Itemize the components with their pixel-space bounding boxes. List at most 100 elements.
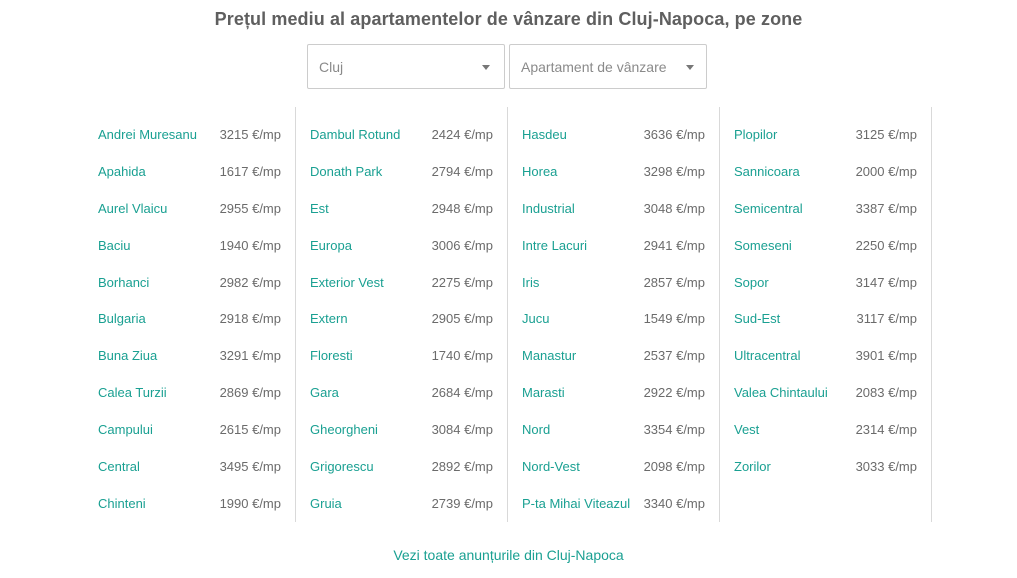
city-select[interactable]: Cluj — [307, 44, 505, 89]
zone-link[interactable]: Sannicoara — [734, 163, 800, 179]
zone-link[interactable]: Marasti — [522, 385, 565, 401]
zone-row: Horea 3298 €/mp — [522, 153, 705, 190]
zone-link[interactable]: Grigorescu — [310, 458, 374, 474]
zone-price: 3006 €/mp — [431, 237, 493, 253]
zone-price: 2794 €/mp — [431, 163, 493, 179]
zone-link[interactable]: Chinteni — [98, 495, 146, 511]
zone-row: Floresti 1740 €/mp — [310, 337, 493, 374]
zone-link[interactable]: Calea Turzii — [98, 385, 167, 401]
property-type-select-value: Apartament de vânzare — [521, 58, 667, 75]
zone-link[interactable]: Sud-Est — [734, 311, 781, 327]
zone-link[interactable]: Est — [310, 200, 329, 216]
zone-link[interactable]: Gheorgheni — [310, 422, 378, 438]
zone-row: Apahida 1617 €/mp — [98, 153, 281, 190]
zone-link[interactable]: Campului — [98, 422, 153, 438]
zone-price: 3084 €/mp — [431, 422, 493, 438]
zone-link[interactable]: Sopor — [734, 274, 769, 290]
zone-price: 2000 €/mp — [855, 163, 917, 179]
zone-price: 2892 €/mp — [431, 458, 493, 474]
zone-link[interactable]: Hasdeu — [522, 126, 567, 142]
zone-link[interactable]: Intre Lacuri — [522, 237, 588, 253]
property-type-select[interactable]: Apartament de vânzare — [509, 44, 707, 89]
zone-price: 3354 €/mp — [643, 422, 705, 438]
zone-link[interactable]: Baciu — [98, 237, 131, 253]
zone-price: 1990 €/mp — [219, 495, 281, 511]
zone-link[interactable]: Europa — [310, 237, 352, 253]
zone-link[interactable]: Donath Park — [310, 163, 383, 179]
zone-column: Plopilor 3125 €/mp Sannicoara 2000 €/mp Semi… — [720, 107, 932, 522]
zone-row: Campului 2615 €/mp — [98, 411, 281, 448]
see-all-listings-link[interactable]: Vezi toate anunțurile din Cluj-Napoca — [393, 547, 624, 563]
zone-link[interactable]: Horea — [522, 163, 558, 179]
zone-price: 2941 €/mp — [643, 237, 705, 253]
zone-row: Borhanci 2982 €/mp — [98, 264, 281, 301]
zone-link[interactable]: Vest — [734, 422, 760, 438]
zone-price: 2905 €/mp — [431, 311, 493, 327]
zone-link[interactable]: Nord — [522, 422, 551, 438]
zone-row: Intre Lacuri 2941 €/mp — [522, 227, 705, 264]
zone-link[interactable]: Iris — [522, 274, 540, 290]
zone-price: 2314 €/mp — [855, 422, 917, 438]
zone-link[interactable]: Extern — [310, 311, 348, 327]
zone-row: Exterior Vest 2275 €/mp — [310, 264, 493, 301]
zone-row: Hasdeu 3636 €/mp — [522, 116, 705, 153]
zone-link[interactable]: P-ta Mihai Viteazul — [522, 495, 631, 511]
zone-link[interactable]: Valea Chintaului — [734, 385, 828, 401]
zone-row: Sopor 3147 €/mp — [734, 264, 917, 301]
zone-link[interactable]: Borhanci — [98, 274, 150, 290]
zone-link[interactable]: Jucu — [522, 311, 550, 327]
zone-price: 3901 €/mp — [855, 348, 917, 364]
zone-row: Gruia 2739 €/mp — [310, 485, 493, 522]
zone-row: Est 2948 €/mp — [310, 190, 493, 227]
zone-row: Ultracentral 3901 €/mp — [734, 337, 917, 374]
zone-price: 3340 €/mp — [643, 495, 705, 511]
zone-row: Plopilor 3125 €/mp — [734, 116, 917, 153]
zone-link[interactable]: Semicentral — [734, 200, 803, 216]
zone-price: 3117 €/mp — [856, 311, 917, 327]
zone-price: 2869 €/mp — [219, 385, 281, 401]
zone-price: 3048 €/mp — [643, 200, 705, 216]
zone-link[interactable]: Plopilor — [734, 126, 778, 142]
zone-link[interactable]: Central — [98, 458, 140, 474]
zone-link[interactable]: Apahida — [98, 163, 146, 179]
zone-link[interactable]: Ultracentral — [734, 348, 801, 364]
zone-link[interactable]: Floresti — [310, 348, 353, 364]
zone-row: Nord-Vest 2098 €/mp — [522, 448, 705, 485]
zone-row: Sud-Est 3117 €/mp — [734, 300, 917, 337]
zone-price: 3033 €/mp — [855, 458, 917, 474]
zone-link[interactable]: Someseni — [734, 237, 792, 253]
zone-link[interactable]: Industrial — [522, 200, 575, 216]
zone-price: 3147 €/mp — [855, 274, 917, 290]
zone-link[interactable]: Bulgaria — [98, 311, 146, 327]
zone-link[interactable]: Gruia — [310, 495, 342, 511]
zone-link[interactable]: Exterior Vest — [310, 274, 384, 290]
zone-column: Hasdeu 3636 €/mp Horea 3298 €/mp Industrial 3… — [508, 107, 720, 522]
zone-price: 2250 €/mp — [855, 237, 917, 253]
zone-link[interactable]: Zorilor — [734, 458, 771, 474]
zone-price: 1617 €/mp — [219, 163, 281, 179]
zone-row: Gara 2684 €/mp — [310, 374, 493, 411]
zone-row: Gheorgheni 3084 €/mp — [310, 411, 493, 448]
zone-link[interactable]: Gara — [310, 385, 339, 401]
zone-price: 1940 €/mp — [219, 237, 281, 253]
zone-price: 1549 €/mp — [643, 311, 705, 327]
zone-price: 2918 €/mp — [219, 311, 281, 327]
zone-link[interactable]: Manastur — [522, 348, 577, 364]
zone-link[interactable]: Andrei Muresanu — [98, 126, 197, 142]
zone-row: Valea Chintaului 2083 €/mp — [734, 374, 917, 411]
zone-link[interactable]: Buna Ziua — [98, 348, 158, 364]
zone-row: Calea Turzii 2869 €/mp — [98, 374, 281, 411]
zone-link[interactable]: Aurel Vlaicu — [98, 200, 168, 216]
zone-price: 3291 €/mp — [219, 348, 281, 364]
zone-link[interactable]: Nord-Vest — [522, 458, 580, 474]
zone-row: Aurel Vlaicu 2955 €/mp — [98, 190, 281, 227]
zone-link[interactable]: Dambul Rotund — [310, 126, 401, 142]
zone-row: Jucu 1549 €/mp — [522, 300, 705, 337]
page-title: Prețul mediu al apartamentelor de vânzar… — [214, 9, 803, 29]
filters-bar: Cluj Apartament de vânzare — [307, 44, 707, 89]
zone-price: 2083 €/mp — [855, 385, 917, 401]
zone-row: Vest 2314 €/mp — [734, 411, 917, 448]
zone-column: Dambul Rotund 2424 €/mp Donath Park 2794 €/… — [296, 107, 508, 522]
zone-price: 3495 €/mp — [219, 458, 281, 474]
